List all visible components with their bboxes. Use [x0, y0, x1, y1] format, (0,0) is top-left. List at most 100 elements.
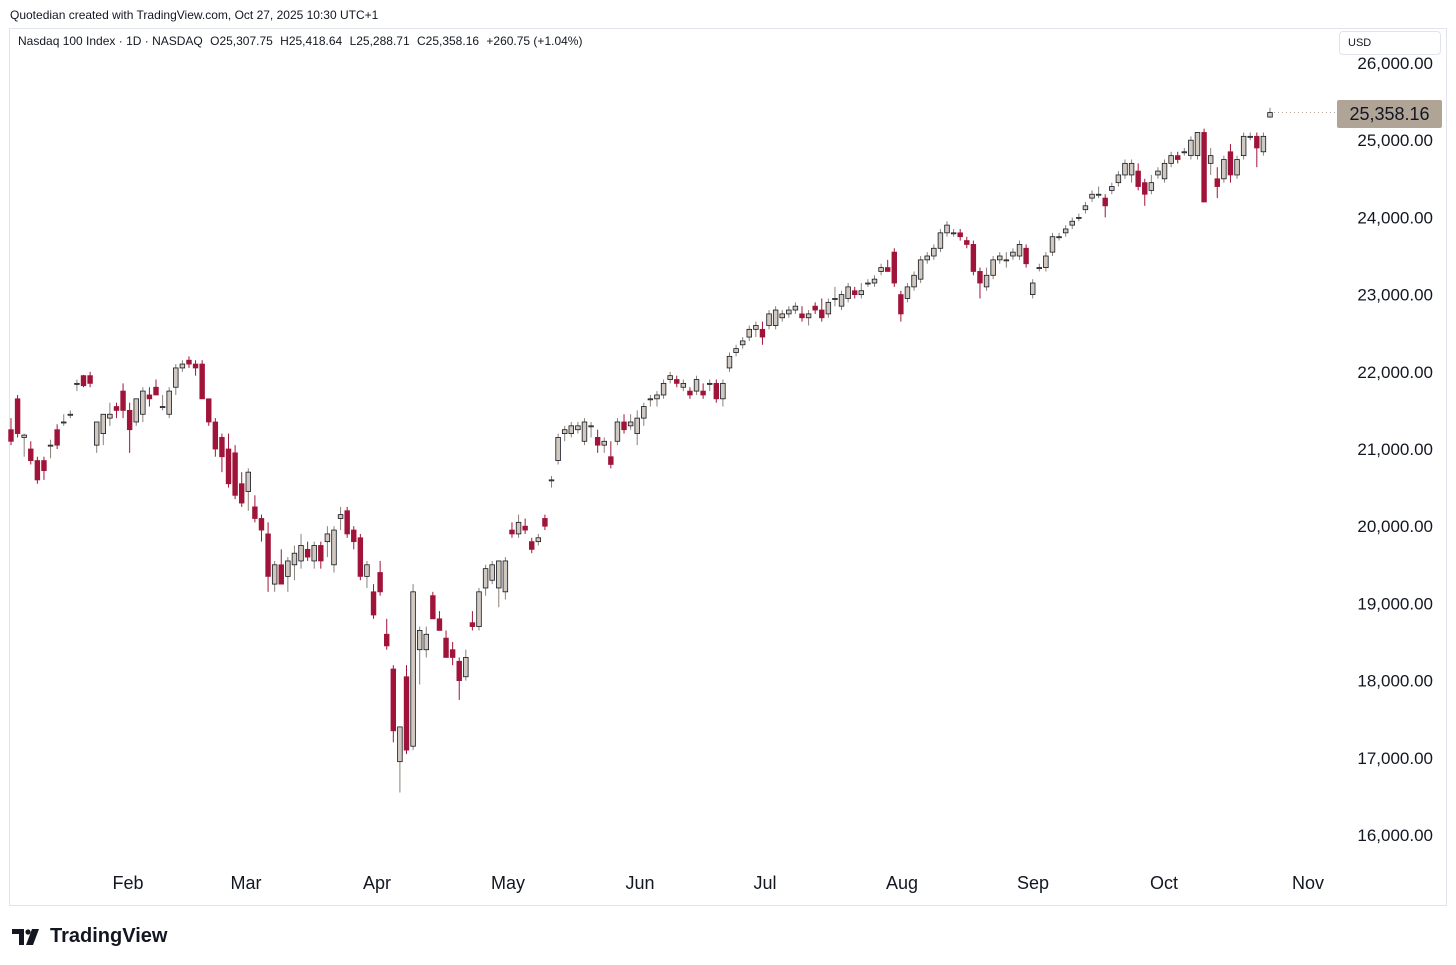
- candle-body-down: [219, 437, 225, 458]
- x-tick-label: Jun: [625, 873, 654, 893]
- candle-body-up: [1122, 162, 1128, 176]
- candle-body-up: [568, 425, 574, 434]
- candle: [707, 379, 713, 392]
- candle-body-down: [713, 382, 720, 400]
- candle: [977, 267, 983, 299]
- candle: [93, 421, 100, 453]
- candle-body-up: [950, 232, 957, 235]
- candle: [858, 283, 865, 299]
- candle-body-up: [911, 274, 917, 288]
- candle-body-down: [34, 460, 41, 481]
- candle: [772, 306, 779, 330]
- candle-body-up: [1161, 162, 1168, 180]
- candle: [700, 383, 706, 399]
- candle-body-down: [126, 409, 133, 431]
- candle-body-up: [1062, 228, 1069, 234]
- candle: [456, 657, 462, 700]
- candle: [390, 665, 397, 743]
- candle-body-up: [364, 564, 370, 577]
- candle: [819, 298, 825, 322]
- candle-body-down: [1227, 151, 1234, 176]
- candle-body-up: [489, 564, 495, 581]
- candle-body-up: [548, 479, 555, 482]
- candle-body-down: [146, 394, 153, 400]
- candle: [384, 618, 390, 650]
- candle: [436, 611, 443, 631]
- candle-body-up: [1188, 139, 1194, 157]
- candle-body-up: [1036, 267, 1043, 269]
- candle: [258, 514, 265, 542]
- candle: [904, 283, 911, 303]
- candle-body-down: [199, 363, 205, 400]
- candle: [1234, 155, 1240, 179]
- candle: [529, 537, 535, 554]
- candle-body-down: [759, 328, 766, 338]
- candle: [232, 445, 238, 500]
- candle-body-down: [14, 398, 21, 434]
- candles-group: [8, 107, 1336, 793]
- candle: [674, 375, 680, 388]
- candle: [126, 402, 133, 453]
- candle-body-up: [766, 313, 772, 326]
- candle: [1194, 132, 1201, 160]
- candle-body-up: [1003, 259, 1010, 262]
- candle: [667, 371, 673, 384]
- candle: [594, 429, 601, 453]
- candle: [542, 514, 548, 531]
- candle-body-up: [726, 355, 733, 369]
- candle: [416, 626, 423, 685]
- candle: [1043, 252, 1049, 272]
- candle-body-up: [904, 286, 911, 299]
- y-tick-label: 19,000.00: [1357, 594, 1433, 613]
- candle: [786, 306, 792, 318]
- candle: [67, 410, 74, 419]
- candle: [766, 310, 772, 330]
- candle-body-up: [983, 274, 990, 288]
- candle: [680, 379, 687, 392]
- tradingview-brand[interactable]: TradingView: [12, 925, 167, 948]
- candle: [443, 630, 449, 658]
- candle-body-down: [403, 676, 410, 751]
- candle-body-down: [192, 363, 199, 369]
- candle: [687, 387, 693, 399]
- candle: [278, 549, 284, 585]
- candle: [647, 394, 654, 407]
- candle: [186, 356, 192, 368]
- y-tick-label: 22,000.00: [1357, 363, 1433, 382]
- candle-body-up: [1221, 159, 1227, 180]
- candle: [1247, 132, 1253, 141]
- candle-body-up: [107, 413, 113, 419]
- candle-body-down: [54, 429, 60, 446]
- candle: [100, 413, 106, 446]
- x-tick-label: Mar: [231, 873, 262, 893]
- symbol-label[interactable]: Nasdaq 100 Index · 1D · NASDAQ: [18, 34, 203, 48]
- candle: [634, 410, 640, 446]
- candle-body-up: [1194, 132, 1201, 157]
- candle-body-down: [278, 564, 284, 585]
- candle: [397, 726, 403, 793]
- candle: [8, 418, 14, 446]
- candle: [238, 472, 245, 507]
- candle: [1214, 167, 1220, 199]
- candle: [324, 526, 331, 558]
- candle: [759, 321, 766, 345]
- candle: [911, 271, 917, 291]
- candle-body-down: [351, 529, 357, 543]
- candle-body-up: [416, 630, 423, 651]
- candle: [1089, 190, 1095, 202]
- candle: [298, 533, 304, 569]
- x-tick-label: Oct: [1150, 873, 1178, 893]
- candle: [173, 364, 179, 395]
- candle: [34, 456, 41, 484]
- candle: [47, 439, 54, 459]
- candle: [1069, 217, 1075, 229]
- candle: [1207, 147, 1214, 175]
- candle: [957, 228, 963, 241]
- last-price-label: 25,358.16: [1337, 100, 1442, 128]
- candle: [271, 560, 278, 592]
- currency-selector[interactable]: USD: [1339, 31, 1441, 55]
- candle-body-up: [1148, 182, 1155, 191]
- candle-body-up: [825, 301, 832, 315]
- candle: [654, 391, 660, 407]
